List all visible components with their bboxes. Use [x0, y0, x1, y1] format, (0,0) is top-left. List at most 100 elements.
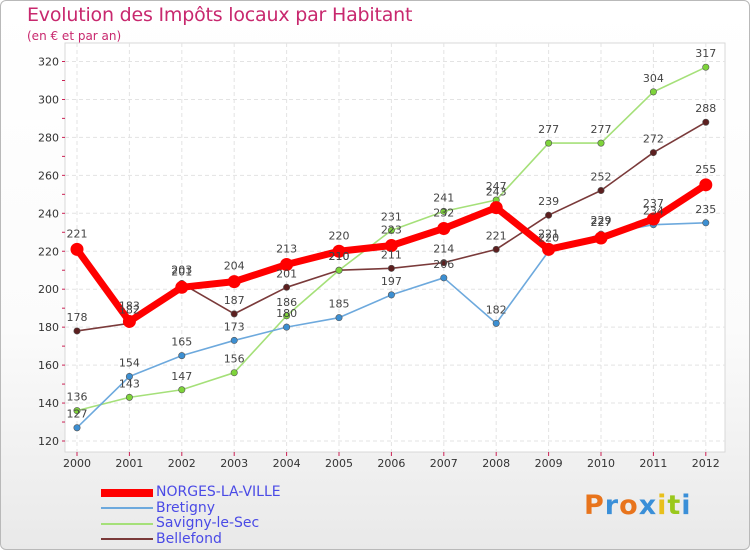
- data-point: [73, 424, 81, 432]
- data-point: [125, 372, 133, 380]
- brand-letter: i: [681, 490, 692, 521]
- brand-letter: o: [619, 490, 639, 521]
- data-point: [649, 88, 657, 96]
- y-tick-label: 220: [38, 245, 59, 258]
- x-tick-label: 2009: [535, 457, 563, 470]
- data-point: [178, 352, 186, 360]
- data-label: 173: [224, 320, 245, 333]
- x-tick-label: 2008: [482, 457, 510, 470]
- data-point: [73, 327, 81, 335]
- data-label: 227: [591, 216, 612, 229]
- brand-letter: t: [667, 490, 682, 521]
- data-point: [492, 245, 500, 253]
- data-label: 272: [643, 133, 664, 146]
- y-tick-label: 280: [38, 131, 59, 144]
- data-point: [332, 244, 346, 258]
- data-point: [649, 149, 657, 157]
- data-label: 317: [695, 47, 716, 60]
- data-point: [489, 201, 503, 215]
- y-tick-label: 140: [38, 397, 59, 410]
- data-label: 211: [381, 248, 402, 261]
- data-point: [230, 369, 238, 377]
- data-label: 221: [538, 227, 559, 240]
- data-label: 220: [538, 231, 559, 244]
- data-label: 165: [171, 336, 192, 349]
- y-tick-label: 240: [38, 207, 59, 220]
- data-label: 206: [433, 258, 454, 271]
- data-label: 247: [486, 180, 507, 193]
- y-tick-label: 180: [38, 321, 59, 334]
- data-point: [175, 280, 189, 294]
- y-tick-label: 320: [38, 56, 59, 69]
- data-point: [125, 393, 133, 401]
- data-point: [702, 219, 710, 227]
- y-tick-label: 200: [38, 283, 59, 296]
- data-label: 234: [643, 205, 664, 218]
- data-point: [545, 211, 553, 219]
- data-label: 127: [67, 408, 88, 421]
- data-label: 213: [276, 243, 297, 256]
- y-tick-label: 300: [38, 93, 59, 106]
- data-point: [440, 259, 448, 267]
- data-label: 183: [119, 299, 140, 312]
- data-point: [699, 178, 713, 192]
- data-label: 241: [433, 191, 454, 204]
- data-point: [646, 212, 660, 226]
- data-point: [73, 407, 81, 415]
- data-point: [283, 283, 291, 291]
- data-label: 201: [276, 267, 297, 280]
- data-label: 203: [171, 264, 192, 277]
- legend-swatch: [101, 538, 153, 541]
- data-label: 214: [433, 243, 454, 256]
- data-label: 197: [381, 275, 402, 288]
- data-label: 232: [433, 206, 454, 219]
- data-label: 185: [329, 298, 350, 311]
- legend-swatch: [101, 488, 153, 497]
- y-tick-label: 260: [38, 169, 59, 182]
- data-point: [597, 139, 605, 147]
- data-label: 154: [119, 356, 140, 369]
- data-label: 277: [591, 123, 612, 136]
- data-point: [437, 221, 451, 235]
- brand-letter: i: [657, 490, 668, 521]
- data-label: 221: [486, 229, 507, 242]
- data-label: 201: [171, 265, 192, 278]
- x-tick-label: 2003: [220, 457, 248, 470]
- x-tick-label: 2012: [692, 457, 720, 470]
- chart-title: Evolution des Impôts locaux par Habitant: [27, 4, 413, 26]
- data-label: 243: [486, 186, 507, 199]
- data-point: [702, 63, 710, 71]
- brand-letter: x: [638, 490, 658, 521]
- legend-label: Bretigny: [156, 499, 216, 516]
- data-label: 204: [224, 260, 245, 273]
- x-tick-label: 2004: [273, 457, 301, 470]
- x-tick-label: 2006: [377, 457, 405, 470]
- data-label: 143: [119, 377, 140, 390]
- legend-swatch: [101, 507, 153, 510]
- y-tick-label: 160: [38, 359, 59, 372]
- brand-letter: r: [604, 490, 620, 521]
- data-label: 288: [695, 102, 716, 115]
- data-label: 187: [224, 294, 245, 307]
- data-label: 180: [276, 307, 297, 320]
- data-label: 186: [276, 296, 297, 309]
- data-label: 231: [381, 210, 402, 223]
- data-label: 147: [171, 370, 192, 383]
- data-label: 220: [329, 229, 350, 242]
- data-point: [440, 274, 448, 282]
- data-point: [230, 310, 238, 318]
- chart-subtitle: (en € et par an): [27, 29, 122, 43]
- legend-swatch: [101, 522, 153, 525]
- data-point: [230, 336, 238, 344]
- data-label: 277: [538, 123, 559, 136]
- data-point: [227, 275, 241, 289]
- data-point: [545, 139, 553, 147]
- data-label: 182: [119, 303, 140, 316]
- data-point: [335, 266, 343, 274]
- data-point: [178, 386, 186, 394]
- data-point: [122, 314, 136, 328]
- data-label: 178: [67, 311, 88, 324]
- data-label: 223: [381, 224, 402, 237]
- proxiti-logo: Proxiti: [584, 490, 692, 521]
- x-tick-label: 2010: [587, 457, 615, 470]
